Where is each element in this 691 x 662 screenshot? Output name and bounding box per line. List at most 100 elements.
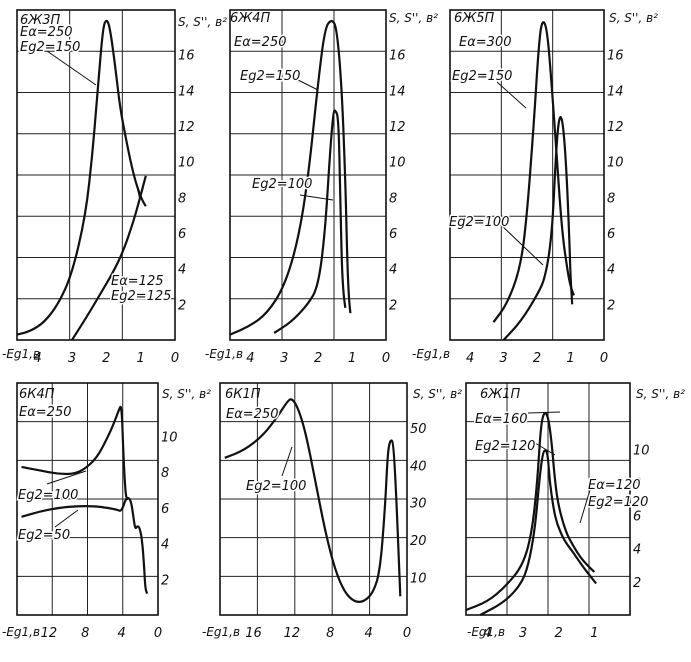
y-tick-label: 6 bbox=[633, 510, 641, 525]
curve-annotation: Eg2=150 bbox=[240, 69, 300, 84]
x-tick-label: 0 bbox=[154, 626, 162, 641]
x-tick-label: 2 bbox=[555, 626, 563, 641]
x-tick-label: 4 bbox=[466, 351, 474, 366]
y-tick-label: 10 bbox=[389, 156, 406, 171]
annotation-leader bbox=[297, 79, 319, 91]
series-line bbox=[21, 496, 149, 594]
y-tick-label: 2 bbox=[178, 298, 186, 313]
x-tick-label: 4 bbox=[33, 351, 41, 366]
chart-title: 6К4П bbox=[19, 387, 55, 402]
annotation-leader bbox=[46, 470, 87, 485]
x-tick-label: 2 bbox=[533, 351, 541, 366]
curve-annotation: Eα=250 bbox=[20, 25, 73, 40]
y-tick-label: 16 bbox=[389, 49, 406, 64]
y-tick-label: 16 bbox=[178, 49, 195, 64]
y-tick-label: 2 bbox=[389, 298, 397, 313]
curve-annotation: Eg2=100 bbox=[18, 488, 78, 503]
y-tick-label: 40 bbox=[410, 459, 427, 474]
curve-annotation: Eα=300 bbox=[459, 35, 512, 50]
y-tick-label: 8 bbox=[633, 476, 641, 491]
x-axis-label: -Eg1,в bbox=[205, 347, 243, 361]
x-tick-label: 12 bbox=[284, 626, 301, 641]
x-axis-label: -Eg1,в bbox=[2, 625, 40, 639]
x-tick-label: 0 bbox=[382, 351, 390, 366]
y-tick-label: 4 bbox=[607, 263, 615, 278]
x-tick-label: 16 bbox=[245, 626, 262, 641]
y-tick-label: 50 bbox=[410, 422, 427, 437]
curve-annotation: Eg2=100 bbox=[252, 177, 312, 192]
y-tick-label: 8 bbox=[161, 466, 169, 481]
series-line bbox=[273, 109, 347, 334]
x-axis-label: -Eg1,в bbox=[2, 347, 40, 361]
curve-annotation: Eg2=100 bbox=[449, 215, 509, 230]
series-line bbox=[229, 20, 352, 336]
annotation-leader bbox=[499, 223, 544, 266]
y-axis-label: S, S'', в² bbox=[178, 15, 227, 29]
y-tick-label: 12 bbox=[607, 120, 624, 135]
plot-frame bbox=[229, 9, 387, 341]
chart-panel: 2 4 6 8 10 12 8 4 0 6К4П S, S'', в² -Eg1,в Eα=250 Eg2… bbox=[2, 382, 211, 641]
x-tick-label: 8 bbox=[326, 626, 334, 641]
curve-annotation: Eg2=100 bbox=[246, 479, 306, 494]
annotation-leader bbox=[46, 50, 97, 86]
annotation-leader bbox=[299, 194, 334, 201]
plot-frame bbox=[16, 9, 176, 341]
curve-annotation: Eg2=120 bbox=[588, 495, 648, 510]
y-tick-label: 8 bbox=[389, 191, 397, 206]
y-tick-label: 20 bbox=[410, 534, 427, 549]
curve-annotation: Eg2=125 bbox=[111, 289, 171, 304]
x-tick-label: 0 bbox=[600, 351, 608, 366]
x-tick-label: 2 bbox=[102, 351, 110, 366]
x-tick-label: 4 bbox=[483, 626, 491, 641]
x-tick-label: 1 bbox=[566, 351, 574, 366]
plot-frame bbox=[16, 382, 159, 616]
y-tick-label: 6 bbox=[607, 227, 615, 242]
curve-annotation: Eg2=150 bbox=[20, 40, 80, 55]
y-tick-label: 6 bbox=[389, 227, 397, 242]
chart-title: 6Ж1П bbox=[480, 387, 521, 402]
x-tick-label: 4 bbox=[117, 626, 125, 641]
chart-panel: 2 4 6 8 10 4 3 2 1 6Ж1П S, S'', в² -Eg1,в Eα=160 Eg2=… bbox=[465, 382, 685, 641]
x-tick-label: 12 bbox=[41, 626, 58, 641]
series-line bbox=[21, 405, 128, 501]
y-tick-label: 10 bbox=[633, 443, 650, 458]
series-line bbox=[71, 175, 147, 341]
series-line bbox=[479, 449, 597, 616]
y-tick-label: 14 bbox=[178, 84, 195, 99]
plot-frame bbox=[465, 382, 631, 616]
x-tick-label: 4 bbox=[246, 351, 254, 366]
y-tick-label: 2 bbox=[633, 576, 641, 591]
x-axis-label: -Eg1,в bbox=[202, 625, 240, 639]
y-axis-label: S, S'', в² bbox=[636, 387, 685, 401]
x-tick-label: 1 bbox=[590, 626, 598, 641]
chart-title: 6К1П bbox=[225, 387, 261, 402]
annotation-leader bbox=[579, 489, 591, 524]
y-tick-label: 8 bbox=[178, 191, 186, 206]
y-axis-label: S, S'', в² bbox=[609, 11, 658, 25]
curve-annotation: Eg2=50 bbox=[18, 528, 70, 543]
x-axis-label: -Eg1,в bbox=[467, 625, 505, 639]
series-line bbox=[16, 19, 147, 336]
curve-annotation: Eg2=150 bbox=[452, 69, 512, 84]
annotation-leader bbox=[281, 446, 293, 477]
y-tick-label: 16 bbox=[607, 49, 624, 64]
x-tick-label: 3 bbox=[519, 626, 527, 641]
y-tick-label: 10 bbox=[410, 572, 427, 587]
y-tick-label: 4 bbox=[178, 263, 186, 278]
y-tick-label: 10 bbox=[161, 431, 178, 446]
chart-title: 6Ж3П bbox=[20, 13, 61, 28]
x-tick-label: 3 bbox=[280, 351, 288, 366]
y-axis-label: S, S'', в² bbox=[162, 387, 211, 401]
y-axis-label: S, S'', в² bbox=[413, 387, 462, 401]
annotation-leader bbox=[529, 439, 556, 456]
y-tick-label: 12 bbox=[389, 120, 406, 135]
y-tick-label: 4 bbox=[389, 263, 397, 278]
curve-annotation: Eα=120 bbox=[588, 478, 641, 493]
x-tick-label: 1 bbox=[137, 351, 145, 366]
